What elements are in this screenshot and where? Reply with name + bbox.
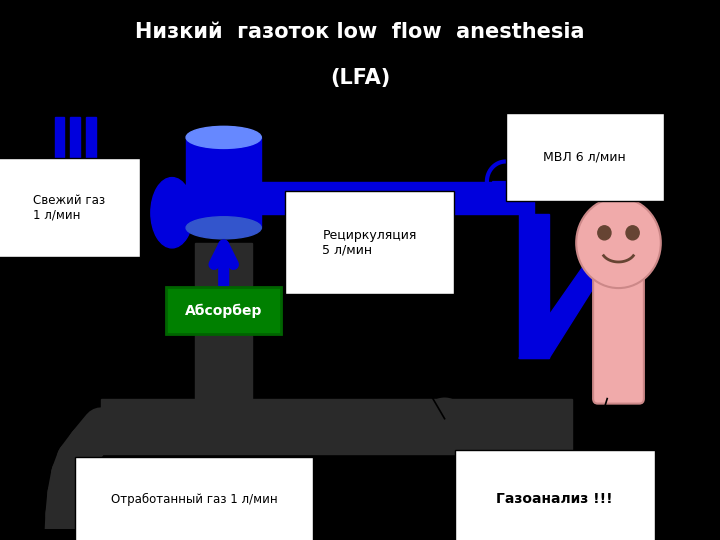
Text: МВЛ 6 л/мин: МВЛ 6 л/мин xyxy=(544,151,626,164)
Circle shape xyxy=(576,198,661,288)
Ellipse shape xyxy=(151,178,193,248)
Text: Газоанализ !!!: Газоанализ !!! xyxy=(496,492,613,506)
Polygon shape xyxy=(431,422,458,447)
Circle shape xyxy=(626,226,639,240)
Bar xyxy=(519,214,549,359)
Text: Отработанный газ 1 л/мин: Отработанный газ 1 л/мин xyxy=(111,492,277,505)
Bar xyxy=(86,117,96,218)
Ellipse shape xyxy=(186,217,261,239)
Bar xyxy=(196,243,252,399)
Text: (LFA): (LFA) xyxy=(330,68,390,88)
Bar xyxy=(55,117,64,218)
Bar xyxy=(261,181,534,214)
Bar xyxy=(50,211,102,223)
Text: Абсорбер: Абсорбер xyxy=(185,304,262,319)
Polygon shape xyxy=(492,181,519,214)
Bar xyxy=(102,399,572,454)
Text: Низкий  газоток low  flow  anesthesia: Низкий газоток low flow anesthesia xyxy=(135,22,585,42)
FancyBboxPatch shape xyxy=(593,263,644,403)
Circle shape xyxy=(598,226,611,240)
Ellipse shape xyxy=(186,126,261,149)
Bar xyxy=(186,137,261,228)
Polygon shape xyxy=(519,263,609,359)
Text: Свежий газ
1 л/мин: Свежий газ 1 л/мин xyxy=(33,194,105,222)
Text: Рециркуляция
5 л/мин: Рециркуляция 5 л/мин xyxy=(323,229,417,257)
Bar xyxy=(71,117,80,218)
FancyBboxPatch shape xyxy=(166,287,281,334)
